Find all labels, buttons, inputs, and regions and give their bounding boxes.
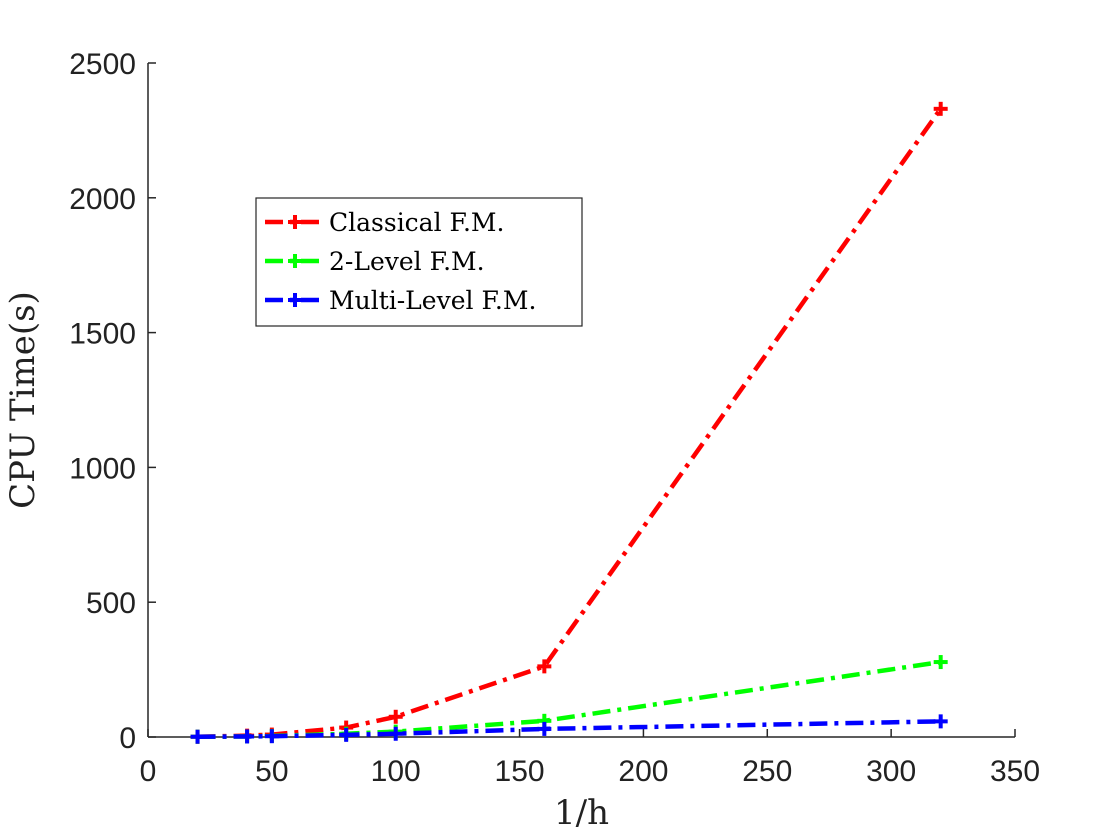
legend-item: Classical F.M. — [265, 208, 504, 237]
y-tick-label: 500 — [86, 587, 136, 620]
data-point — [240, 729, 255, 744]
y-tick-label: 2500 — [69, 48, 136, 81]
series-3 — [190, 714, 948, 744]
y-axis-label: CPU Time(s) — [3, 291, 43, 509]
data-point — [933, 714, 948, 729]
x-tick-label: 200 — [618, 755, 668, 788]
x-tick-label: 250 — [742, 755, 792, 788]
legend-label: Multi-Level F.M. — [329, 286, 536, 315]
plot-area: 0 50 100 150 200 250 300 350 0 500 1000 1500 2000 25… — [69, 48, 1040, 788]
data-point — [264, 729, 279, 744]
x-tick-label: 350 — [990, 755, 1040, 788]
x-tick-label: 300 — [866, 755, 916, 788]
y-tick-label: 2000 — [69, 183, 136, 216]
y-ticks: 0 500 1000 1500 2000 2500 — [69, 48, 156, 755]
data-point — [933, 101, 948, 116]
x-tick-label: 0 — [140, 755, 157, 788]
legend-label: 2-Level F.M. — [329, 247, 485, 276]
series-layer — [190, 101, 948, 744]
x-axis-label: 1/h — [554, 793, 609, 833]
legend-item: 2-Level F.M. — [265, 247, 485, 276]
series-line — [197, 659, 942, 739]
legend: Classical F.M. 2-Level F.M. Multi-Level F.… — [255, 197, 583, 327]
x-tick-label: 50 — [255, 755, 288, 788]
x-tick-label: 150 — [495, 755, 545, 788]
y-tick-label: 1000 — [69, 452, 136, 485]
legend-marker — [288, 215, 302, 229]
legend-marker — [288, 254, 302, 268]
x-ticks: 0 50 100 150 200 250 300 350 — [140, 729, 1040, 788]
data-point — [388, 726, 403, 741]
legend-marker — [288, 293, 302, 307]
data-point — [537, 659, 552, 674]
data-point — [190, 729, 205, 744]
legend-item: Multi-Level F.M. — [265, 286, 536, 315]
y-tick-label: 0 — [119, 722, 136, 755]
data-point — [388, 709, 403, 724]
y-tick-label: 1500 — [69, 318, 136, 351]
data-point — [537, 721, 552, 736]
data-point — [933, 655, 948, 670]
data-point — [339, 727, 354, 742]
x-tick-label: 100 — [371, 755, 421, 788]
legend-label: Classical F.M. — [329, 208, 504, 237]
